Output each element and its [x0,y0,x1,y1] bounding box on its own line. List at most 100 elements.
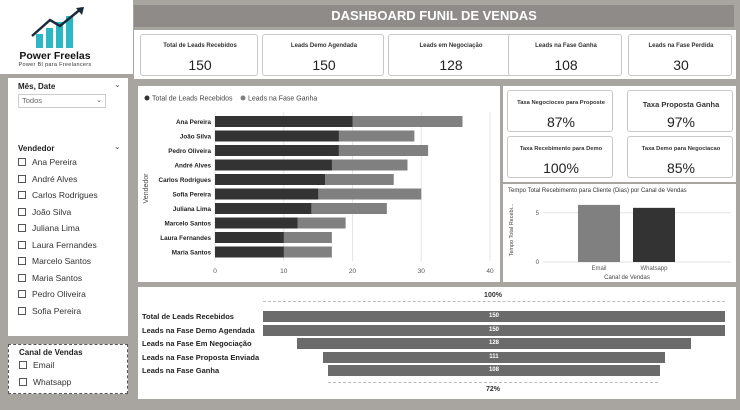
funnel-bottom-label: 72% [485,386,500,393]
kpi-title: Leads na Fase Perdida [648,43,714,49]
rate-title: Taxa Recebimento para Demo [519,146,603,152]
rate-value: 85% [666,160,696,176]
funnel-top-line [263,301,725,302]
legend-label: Total de Leads Recebidos [152,96,233,103]
vendor-option[interactable]: Pedro Oliveira [18,286,123,303]
kpi-title: Leads Demo Agendada [290,43,358,49]
y-tick-label: 0 [536,260,540,266]
bar-received [215,174,325,185]
vendor-option[interactable]: Juliana Lima [18,220,123,237]
page-title: DASHBOARD FUNIL DE VENDAS [134,5,734,27]
checkbox[interactable] [18,290,26,299]
kpi-value: 108 [554,57,578,73]
checkbox[interactable] [18,306,26,315]
column-bar [633,207,675,262]
y-axis-label: Tempo Total Recebi... [509,203,515,256]
vendor-option[interactable]: Laura Fernandes [18,237,123,254]
bar-received [215,159,332,171]
vendor-option-label: Sofia Pereira [32,305,82,316]
x-axis-label: Canal de Vendas [604,275,650,281]
checkbox[interactable] [18,158,26,167]
legend-marker [144,95,150,101]
vendor-option-label: Juliana Lima [32,223,80,234]
kpi-title: Total de Leads Recebidos [163,43,237,49]
vendor-slicer: Vendedor ⌄ Ana Pereira André Alves Carlos … [8,140,128,336]
checkbox[interactable] [18,224,26,233]
kpi-title: Leads na Fase Ganha [535,43,597,49]
category-label: Juliana Lima [173,206,212,213]
kpi-card: Leads na Fase Ganha 108 [508,34,622,76]
rate-value: 97% [666,114,696,130]
vendor-option[interactable]: Marcelo Santos [18,253,123,270]
kpi-value: 150 [188,57,212,73]
checkbox[interactable] [18,257,26,266]
vendor-option-label: Carlos Rodrigues [32,190,98,201]
vendor-option-label: André Alves [32,173,78,184]
chevron-down-icon[interactable]: ⌄ [114,142,121,151]
sales-funnel-chart: 100% Total de Leads Recebidos 150 Leads na … [138,287,736,399]
vendor-option[interactable]: Maria Santos [18,270,123,287]
category-label: Maria Santos [172,249,212,256]
vendor-option-label: Ana Pereira [32,157,77,168]
checkbox[interactable] [18,273,26,282]
kpi-row: Total de Leads Recebidos 150 Leads Demo Ag… [134,30,736,79]
kpi-card: Leads na Fase Perdida 30 [628,34,732,76]
checkbox[interactable] [19,377,27,386]
y-tick-label: 5 [536,211,540,217]
x-tick-label: 0 [213,268,217,275]
rate-title: Taxa Negocioceo para Proposte [517,100,605,106]
channel-option-label: Email [33,360,55,371]
vendor-option[interactable]: Ana Pereira [18,154,123,171]
funnel-bottom-line [328,382,658,383]
rate-card: Taxa Proposta Ganha 97% [627,90,733,132]
column-bar [578,204,620,262]
vendor-option[interactable]: João Silva [18,204,123,221]
funnel-bar: 150 [263,311,725,322]
category-label: Laura Fernandes [160,235,211,242]
bar-received [215,217,298,229]
chevron-down-icon[interactable]: ⌄ [114,80,121,89]
checkbox[interactable] [18,207,26,216]
rate-value: 87% [546,114,576,130]
date-dropdown[interactable]: Todos ⌄ [18,94,106,108]
checkbox[interactable] [18,191,26,200]
channel-option[interactable]: Email [19,357,124,374]
category-label: Sofia Pereira [172,191,211,198]
checkbox[interactable] [18,174,26,183]
x-tick-label: 20 [349,268,357,275]
x-tick-label: 30 [418,268,426,275]
vendor-option[interactable]: Sofia Pereira [18,303,123,320]
category-label: André Alves [174,162,211,169]
legend-marker [240,95,246,101]
channel-slicer-title: Canal de Vendas [19,348,83,357]
vendor-option-label: Marcelo Santos [32,256,92,267]
vendor-option[interactable]: Carlos Rodrigues [18,187,123,204]
bar-received [215,188,319,200]
leads-by-vendor-chart: Total de Leads Recebidos Leads na Fase Ga… [138,86,500,282]
funnel-stage-label: Total de Leads Recebidos [142,312,234,321]
legend-label: Leads na Fase Ganha [248,96,317,103]
rate-title: Taxa Demo para Negociacao [641,146,721,152]
bar-received [215,232,284,243]
category-label: João Silva [180,133,212,140]
rate-card: Taxa Demo para Negociacao 85% [627,136,733,178]
vendor-slicer-title: Vendedor [18,144,55,153]
chart-title: Tempo Total Recebimento para Cliente (Di… [508,188,687,194]
vendor-list: Ana Pereira André Alves Carlos Rodrigues Jo… [18,154,123,319]
checkbox[interactable] [18,240,26,249]
chevron-down-icon: ⌄ [96,97,102,104]
x-tick-label: Email [591,266,606,272]
rate-card: Taxa Recebimento para Demo 100% [507,136,613,178]
x-tick-label: Whatsapp [640,266,668,272]
logo-tagline: Power BI para Freelancers [18,62,92,68]
rate-value: 100% [543,160,579,176]
checkbox[interactable] [19,361,27,370]
funnel-bar: 128 [296,338,692,349]
category-label: Marcelo Santos [164,220,211,227]
time-column-chart-svg: Tempo Total Recebimento para Cliente (Di… [508,188,731,281]
x-tick-label: 10 [280,268,288,275]
channel-option[interactable]: Whatsapp [19,374,124,391]
channel-list: Email Whatsapp [19,357,124,390]
vendor-option[interactable]: André Alves [18,171,123,188]
vendor-option-label: Pedro Oliveira [32,289,86,300]
